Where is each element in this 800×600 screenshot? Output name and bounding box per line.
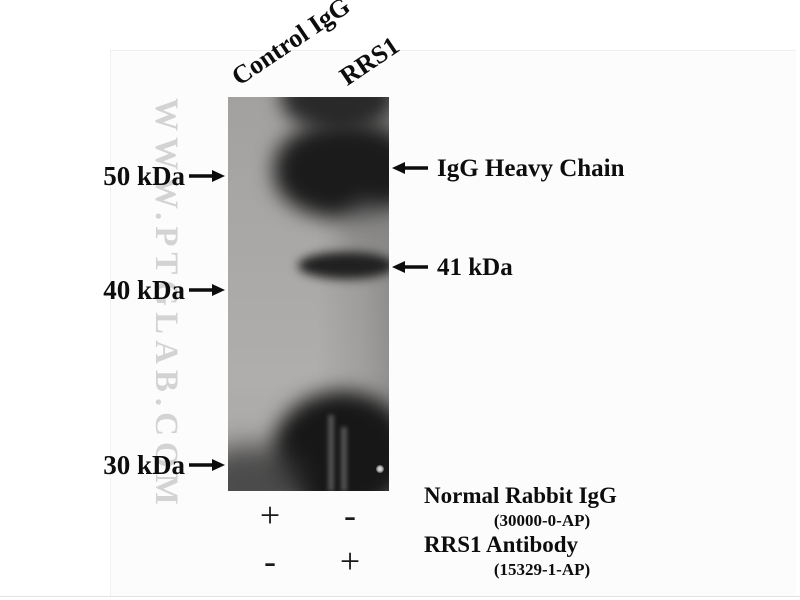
- photo-background: [110, 50, 796, 596]
- membrane-speck: [376, 465, 384, 473]
- lane-streak: [328, 415, 334, 491]
- mw-marker-40kda: 40 kDa: [0, 274, 226, 306]
- right-arrow-icon: [189, 459, 225, 471]
- blot-membrane: [228, 97, 389, 491]
- mw-marker-50kda: 50 kDa: [0, 160, 226, 192]
- band-rrs1-41kda: [298, 252, 389, 279]
- reagent-legend: Normal Rabbit IgG (30000-0-AP) RRS1 Anti…: [424, 484, 660, 582]
- loading-sign-igg-lane1: +: [259, 495, 281, 535]
- mw-marker-label: 50 kDa: [103, 160, 185, 191]
- catalog-number-30000-0-AP: (30000-0-AP): [493, 511, 591, 530]
- left-arrow-icon: [392, 261, 428, 273]
- mw-marker-label: 30 kDa: [103, 449, 185, 480]
- loading-sign-rrs1-lane1: -: [264, 541, 276, 581]
- catalog-number-15329-1-AP: (15329-1-AP): [493, 560, 591, 579]
- annotation-igg-heavy-chain: IgG Heavy Chain: [391, 152, 625, 184]
- photo-bottom-edge: [0, 596, 800, 597]
- left-arrow-icon: [392, 162, 428, 174]
- annotation-label: IgG Heavy Chain: [437, 154, 625, 182]
- reagent-name-rrs1-antibody: RRS1 Antibody: [424, 532, 579, 557]
- loading-sign-igg-lane2: -: [344, 495, 356, 535]
- mw-marker-label: 40 kDa: [103, 274, 185, 305]
- mw-marker-30kda: 30 kDa: [0, 449, 226, 481]
- loading-sign-rrs1-lane2: +: [339, 541, 361, 581]
- right-arrow-icon: [189, 170, 225, 182]
- annotation-41kda: 41 kDa: [391, 251, 513, 283]
- reagent-name-normal-rabbit-igg: Normal Rabbit IgG: [424, 483, 617, 508]
- annotation-label: 41 kDa: [437, 253, 513, 281]
- right-arrow-icon: [189, 284, 225, 296]
- lane-streak: [341, 427, 347, 491]
